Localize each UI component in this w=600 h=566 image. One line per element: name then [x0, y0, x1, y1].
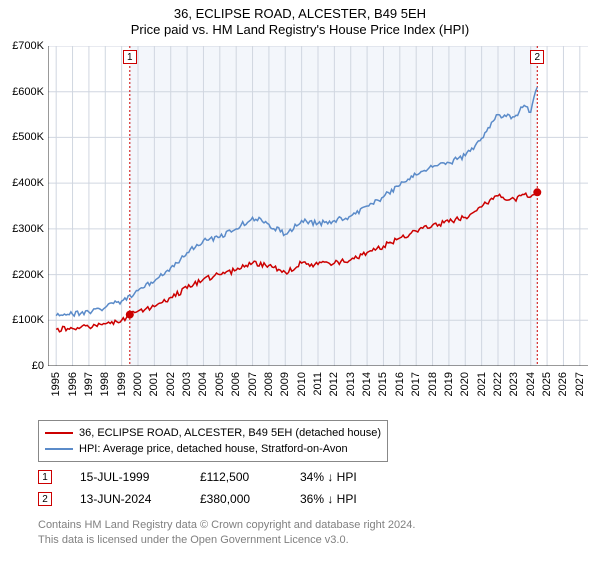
x-tick-label: 2027 [574, 372, 586, 396]
x-tick-label: 2021 [476, 372, 488, 396]
plot-area: 12 [48, 46, 588, 366]
sales-row-date: 15-JUL-1999 [80, 470, 200, 484]
x-tick-label: 2007 [247, 372, 259, 396]
chart-title: 36, ECLIPSE ROAD, ALCESTER, B49 5EH [0, 6, 600, 21]
x-tick-label: 1997 [83, 372, 95, 396]
y-tick-label: £600K [12, 86, 44, 98]
y-tick-label: £300K [12, 223, 44, 235]
legend: 36, ECLIPSE ROAD, ALCESTER, B49 5EH (det… [38, 420, 578, 462]
sales-table: 1 15-JUL-1999£112,50034% ↓ HPI 2 13-JUN-202… [38, 466, 410, 510]
x-tick-label: 2006 [230, 372, 242, 396]
legend-row: HPI: Average price, detached house, Stra… [45, 441, 381, 457]
y-tick-label: £400K [12, 177, 44, 189]
x-tick-label: 2003 [181, 372, 193, 396]
sale-marker-box: 1 [123, 50, 137, 64]
x-tick-label: 2017 [410, 372, 422, 396]
x-tick-label: 1999 [116, 372, 128, 396]
x-tick-label: 2013 [345, 372, 357, 396]
chart-area: £0£100K£200K£300K£400K£500K£600K£700K 12… [0, 46, 600, 416]
sales-row-pct: 34% ↓ HPI [300, 470, 410, 484]
legend-swatch [45, 432, 73, 434]
y-tick-label: £0 [32, 360, 44, 372]
x-tick-label: 2020 [459, 372, 471, 396]
y-tick-label: £200K [12, 269, 44, 281]
x-tick-label: 2023 [508, 372, 520, 396]
sales-row-marker: 1 [38, 470, 52, 484]
x-tick-label: 2024 [525, 372, 537, 396]
sale-marker-box: 2 [530, 50, 544, 64]
legend-row: 36, ECLIPSE ROAD, ALCESTER, B49 5EH (det… [45, 425, 381, 441]
y-tick-label: £700K [12, 40, 44, 52]
x-tick-label: 2010 [296, 372, 308, 396]
y-axis: £0£100K£200K£300K£400K£500K£600K£700K [0, 46, 48, 366]
footer-attribution: Contains HM Land Registry data © Crown c… [38, 518, 415, 548]
sales-row-price: £112,500 [200, 470, 300, 484]
y-tick-label: £100K [12, 314, 44, 326]
x-tick-label: 2001 [148, 372, 160, 396]
x-tick-label: 2004 [197, 372, 209, 396]
legend-label: HPI: Average price, detached house, Stra… [79, 443, 348, 455]
x-tick-label: 2016 [394, 372, 406, 396]
x-tick-label: 2026 [557, 372, 569, 396]
footer-line-2: This data is licensed under the Open Gov… [38, 533, 415, 548]
x-tick-label: 1996 [67, 372, 79, 396]
y-tick-label: £500K [12, 131, 44, 143]
legend-swatch [45, 448, 73, 450]
sales-row-pct: 36% ↓ HPI [300, 492, 410, 506]
x-tick-label: 2005 [214, 372, 226, 396]
x-axis: 1995 1996 1997 1998 1999 2000 2001 2002 2003 2004… [48, 368, 588, 416]
x-tick-label: 2002 [165, 372, 177, 396]
x-tick-label: 2014 [361, 372, 373, 396]
x-tick-label: 2009 [279, 372, 291, 396]
x-tick-label: 2000 [132, 372, 144, 396]
sales-row-marker: 2 [38, 492, 52, 506]
legend-label: 36, ECLIPSE ROAD, ALCESTER, B49 5EH (det… [79, 427, 381, 439]
sales-row: 2 13-JUN-2024£380,00036% ↓ HPI [38, 488, 410, 510]
sales-row: 1 15-JUL-1999£112,50034% ↓ HPI [38, 466, 410, 488]
footer-line-1: Contains HM Land Registry data © Crown c… [38, 518, 415, 533]
x-tick-label: 2011 [312, 372, 324, 396]
sales-row-date: 13-JUN-2024 [80, 492, 200, 506]
x-tick-label: 1998 [99, 372, 111, 396]
x-tick-label: 2012 [328, 372, 340, 396]
x-tick-label: 1995 [50, 372, 62, 396]
chart-subtitle: Price paid vs. HM Land Registry's House … [0, 22, 600, 37]
x-tick-label: 2015 [377, 372, 389, 396]
x-tick-label: 2022 [492, 372, 504, 396]
x-tick-label: 2019 [443, 372, 455, 396]
x-tick-label: 2025 [541, 372, 553, 396]
x-tick-label: 2018 [427, 372, 439, 396]
sales-row-price: £380,000 [200, 492, 300, 506]
x-tick-label: 2008 [263, 372, 275, 396]
